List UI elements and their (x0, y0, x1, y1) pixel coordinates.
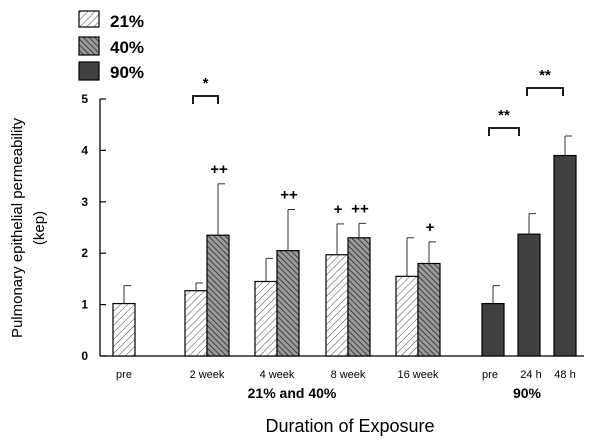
bar-90-48-h (553, 154, 577, 357)
legend-swatch-90 (78, 61, 100, 81)
bars: +++++ +++ (112, 135, 577, 357)
group-label: pre (116, 369, 132, 381)
y-axis-title: Pulmonary epithelial permeability (9, 117, 26, 338)
significance-mark: + (334, 201, 343, 218)
bar-21-16-week (395, 275, 419, 357)
significance-mark: ++ (210, 161, 228, 178)
group-label: 8 week (331, 369, 366, 381)
y-ticks: 0 1 2 3 4 5 (81, 92, 106, 363)
section-label-21-40: 21% and 40% (248, 385, 337, 401)
bar-21-pre (112, 302, 136, 357)
bar-40-2-week (206, 234, 230, 357)
y-tick-label: 2 (81, 246, 88, 260)
bar-90-24-h (517, 233, 541, 357)
y-tick-label: 5 (81, 92, 88, 106)
significance-bracket-label: * (203, 75, 209, 92)
y-axis-title-unit: (kep) (31, 211, 48, 245)
significance-bracket (488, 127, 520, 136)
y-tick-label: 4 (81, 143, 88, 157)
bar-90-pre (481, 302, 505, 357)
group-label: 16 week (398, 369, 439, 381)
bar-40-16-week (417, 262, 441, 357)
group-label: pre (482, 369, 498, 381)
significance-bracket-label: ** (539, 67, 551, 84)
group-label: 2 week (190, 369, 225, 381)
significance-brackets: ***** (192, 67, 564, 136)
significance-mark: + (426, 219, 435, 236)
significance-bracket (526, 87, 564, 96)
x-axis-title: Duration of Exposure (265, 416, 434, 436)
y-tick-label: 0 (81, 349, 88, 363)
group-label: 48 h (554, 369, 575, 381)
bar-21-4-week (254, 280, 278, 357)
y-tick-label: 3 (81, 195, 88, 209)
group-labels: pre 2 week 4 week 8 week 16 week pre 24 h 48 h (116, 369, 576, 381)
bar-40-8-week (347, 237, 371, 357)
significance-bracket-label: ** (498, 107, 510, 124)
legend-label-90: 90% (110, 63, 144, 82)
significance-mark: ++ (351, 200, 369, 217)
legend-label-40: 40% (110, 38, 144, 57)
bar-40-4-week (276, 250, 300, 357)
group-label: 24 h (520, 369, 541, 381)
bar-21-8-week (325, 254, 349, 357)
legend-swatch-40 (78, 36, 100, 56)
group-label: 4 week (260, 369, 295, 381)
significance-mark: ++ (280, 187, 298, 204)
y-tick-label: 1 (81, 298, 88, 312)
legend: 21% 40% 90% (78, 10, 144, 82)
bar-21-2-week (184, 290, 208, 357)
legend-swatch-21 (78, 10, 100, 28)
legend-label-21: 21% (110, 12, 144, 31)
section-label-90: 90% (513, 385, 542, 401)
significance-bracket (192, 95, 219, 104)
